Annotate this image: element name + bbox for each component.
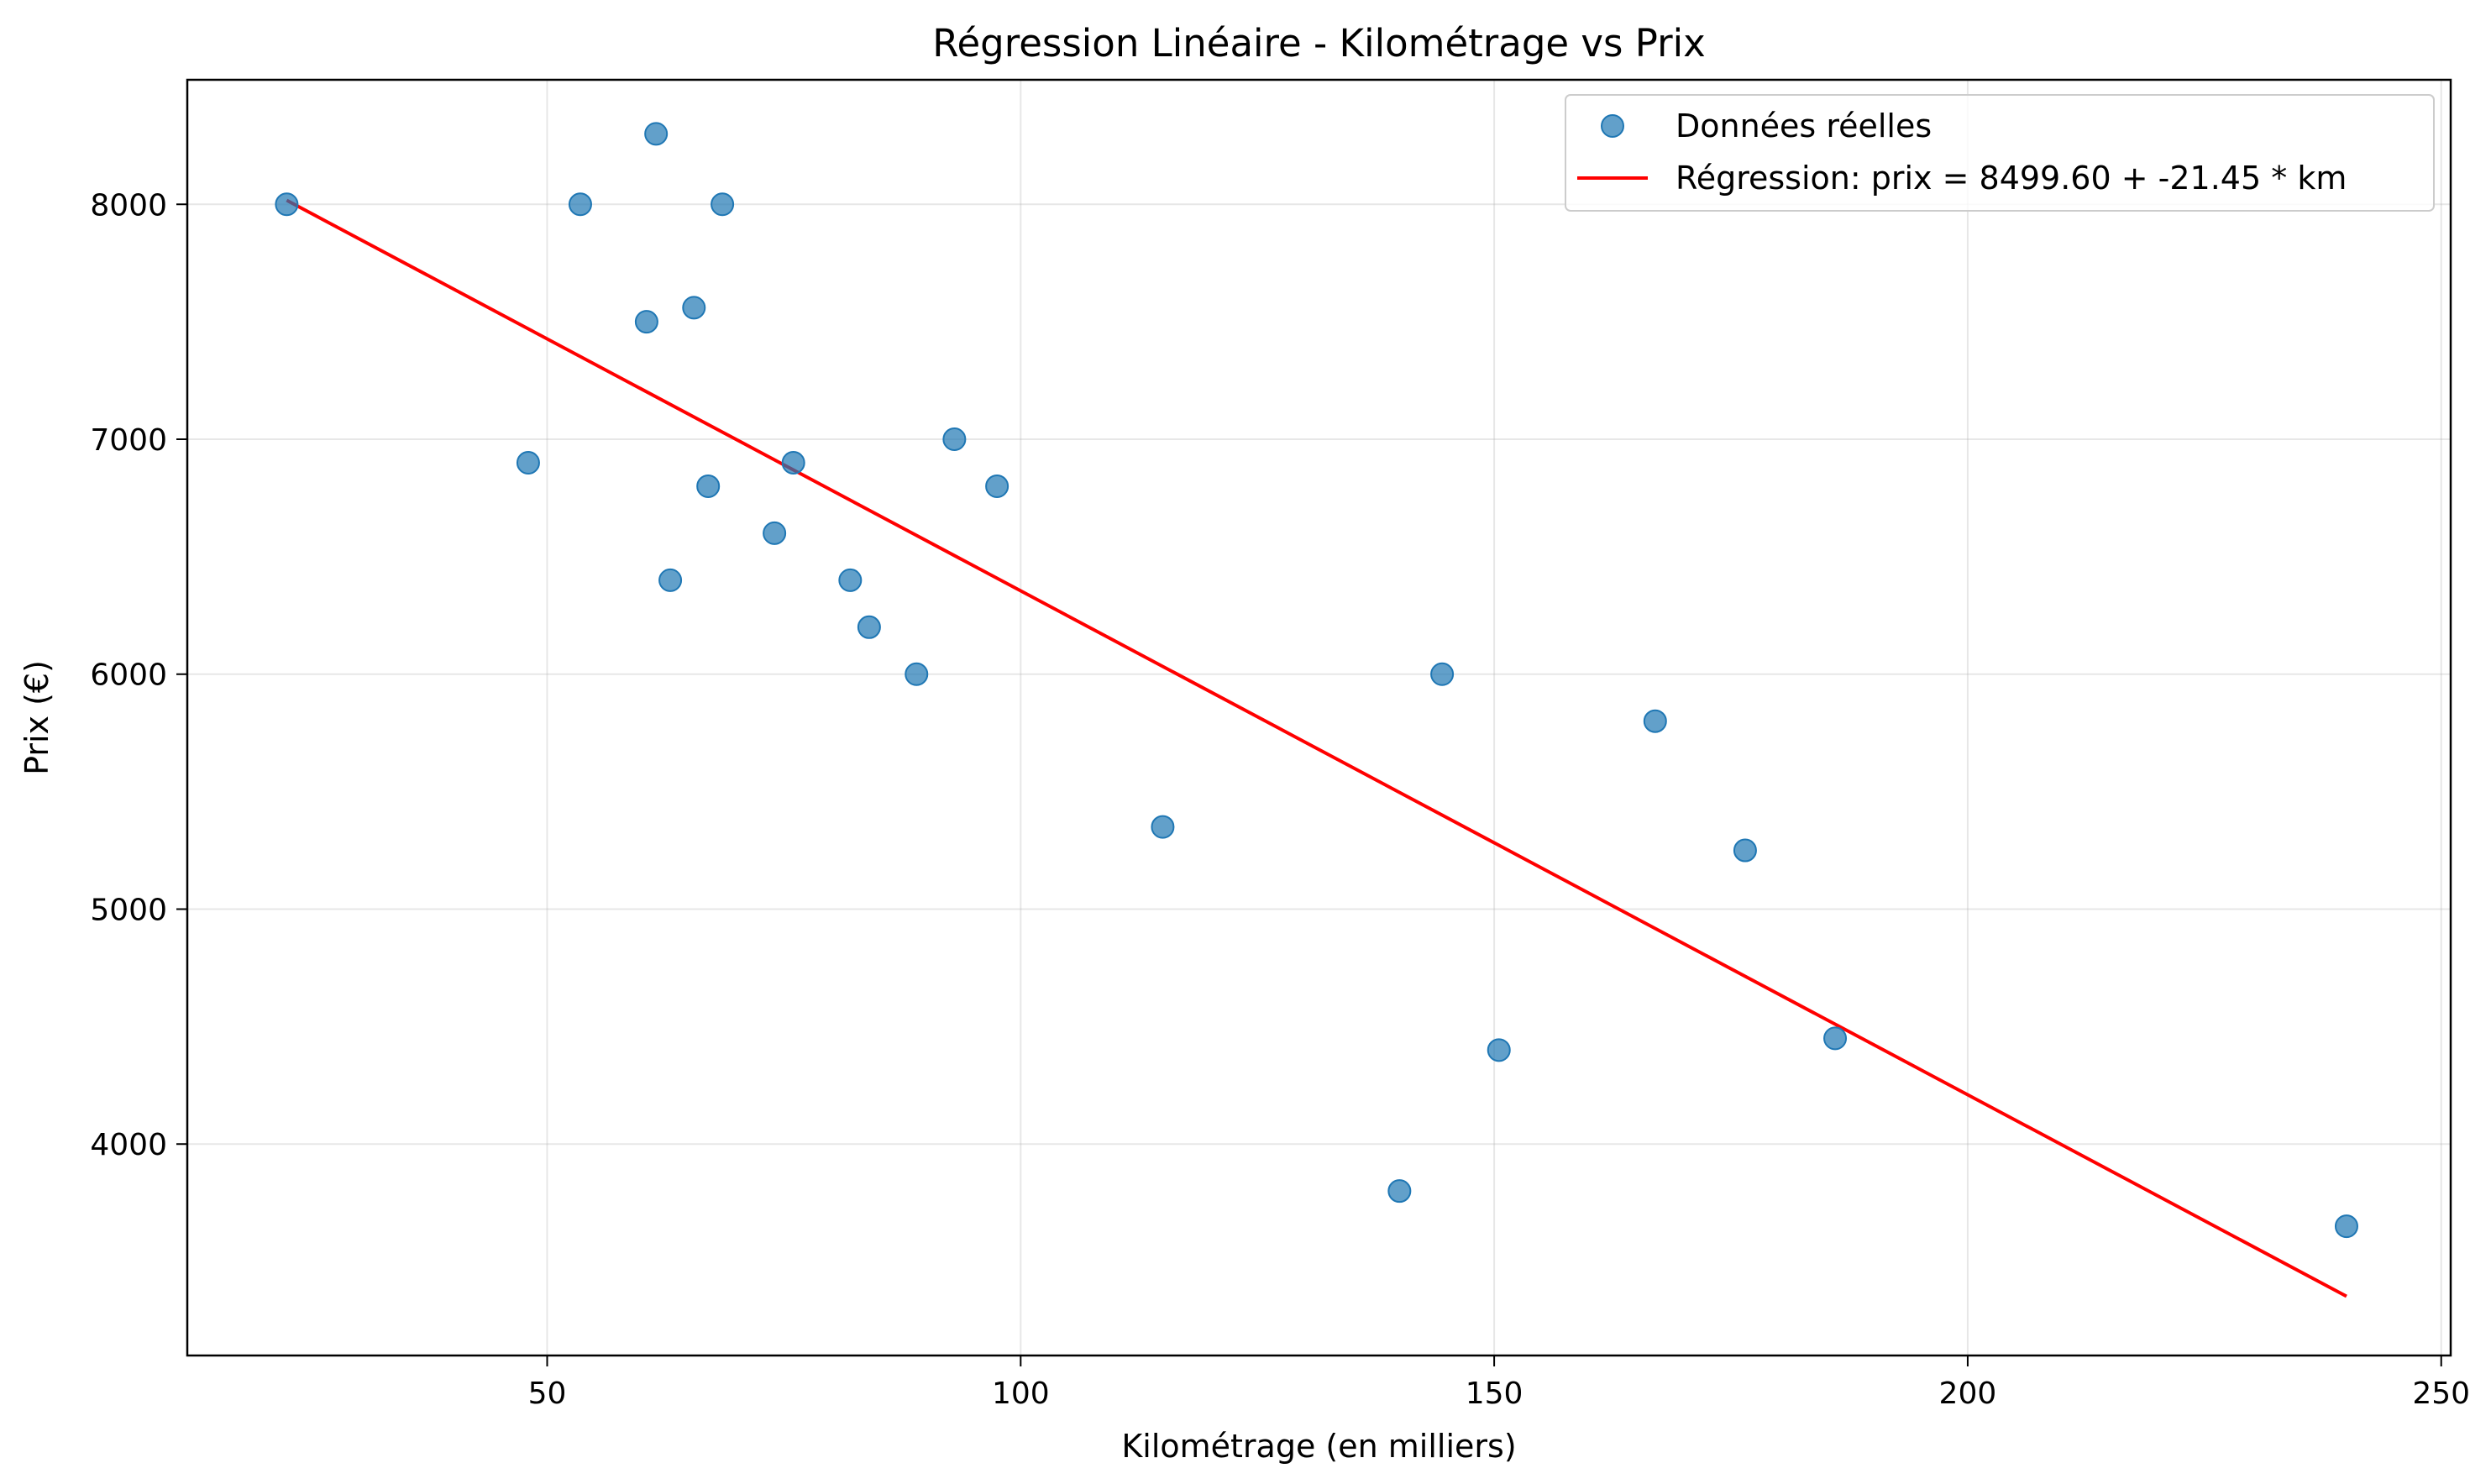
regression-line [286,198,2347,1298]
x-axis-label: Kilométrage (en milliers) [1121,1428,1516,1465]
chart-title: Régression Linéaire - Kilométrage vs Pri… [932,21,1706,66]
x-tick-label: 100 [992,1377,1050,1411]
data-point [1151,815,1175,839]
legend-label-line: Régression: prix = 8499.60 + -21.45 * km [1676,160,2347,197]
data-point [905,662,929,686]
data-point [516,450,540,475]
data-point [275,192,299,217]
data-point [781,450,805,475]
data-point [1823,1026,1848,1051]
legend-box [1565,94,2435,212]
data-point [711,192,735,217]
legend-label-scatter: Données réelles [1676,107,1932,144]
data-point [1430,662,1455,686]
data-point [763,521,787,545]
x-tick-label: 200 [1939,1377,1997,1411]
y-tick-label: 7000 [90,423,167,458]
data-point [682,296,706,320]
legend: Données réelles Régression: prix = 8499.… [1565,94,2435,212]
scatter-layer [275,122,2358,1239]
data-point [857,615,881,639]
ticks: 50 100 150 200 250 4000 5000 6000 7000 8000 [90,188,2470,1411]
plot-frame [186,78,2452,1357]
data-point [942,427,967,452]
data-point [568,192,592,217]
data-point [985,474,1010,498]
y-tick-label: 6000 [90,658,167,693]
regression-layer [286,198,2347,1298]
y-axis-label: Prix (€) [18,660,55,775]
data-point [658,568,683,592]
data-point [838,568,863,592]
y-tick-label: 8000 [90,188,167,223]
x-tick-label: 250 [2412,1377,2470,1411]
x-tick-label: 150 [1466,1377,1523,1411]
data-point [2334,1214,2358,1239]
data-point [1387,1179,1412,1203]
legend-marker-scatter [1601,114,1624,138]
data-point [1487,1038,1511,1062]
data-point [696,474,721,498]
data-point [634,310,658,334]
data-point [644,122,669,146]
x-tick-label: 50 [528,1377,567,1411]
data-point [1733,838,1757,863]
y-tick-label: 5000 [90,893,167,927]
y-tick-label: 4000 [90,1128,167,1162]
data-point [1643,709,1667,733]
